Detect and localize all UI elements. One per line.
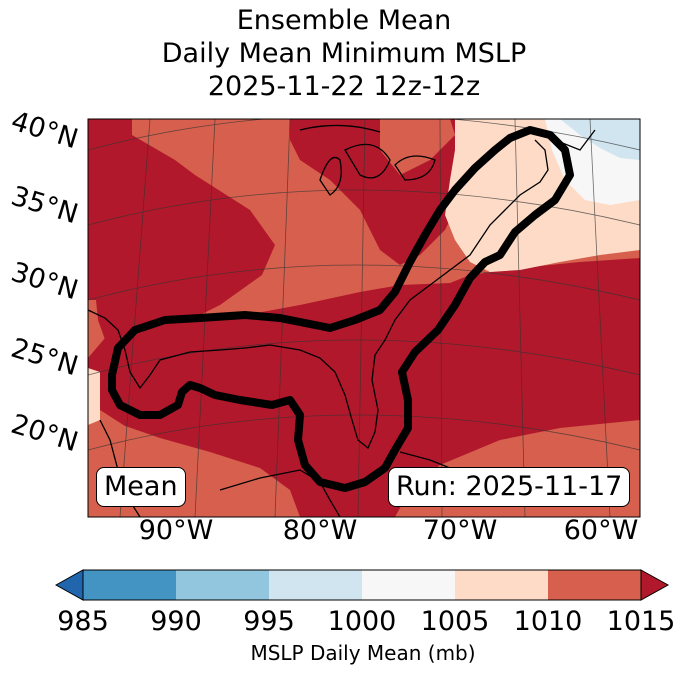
- coastlines: [88, 124, 596, 517]
- colorbar-segment-985-990: [83, 570, 176, 600]
- title-line-3: 2025-11-22 12z-12z: [207, 71, 481, 102]
- pressure-field-990-995: [560, 119, 640, 160]
- pressure-field-1010-1015-north: [290, 119, 460, 265]
- colorbar-label: MSLP Daily Mean (mb): [250, 641, 476, 665]
- colorbar: [54, 569, 670, 601]
- colorbar-tick-1005: 1005: [420, 606, 490, 637]
- colorbar-segment-995-1000: [269, 570, 362, 600]
- lon-label-80w: 80°W: [282, 515, 358, 546]
- mean-label: Mean: [96, 467, 186, 507]
- colorbar-segment-1005-1010: [455, 570, 548, 600]
- colorbar-tick-995: 995: [243, 606, 295, 637]
- title-line-2: Daily Mean Minimum MSLP: [161, 38, 527, 69]
- colorbar-segment-1000-1005: [362, 570, 455, 600]
- colorbar-over-extend: [640, 569, 670, 601]
- lon-label-70w: 70°W: [422, 515, 498, 546]
- probability-contour: [108, 126, 574, 492]
- colorbar-tick-1015: 1015: [606, 606, 676, 637]
- title-line-1: Ensemble Mean: [236, 5, 452, 36]
- run-label: Run: 2025-11-17: [388, 467, 631, 507]
- pressure-field-1010-1015-northwest: [88, 119, 275, 348]
- colorbar-tick-1010: 1010: [513, 606, 583, 637]
- colorbar-segment-990-995: [176, 570, 269, 600]
- lon-label-60w: 60°W: [563, 515, 639, 546]
- colorbar-tick-1000: 1000: [327, 606, 397, 637]
- colorbar-tick-990: 990: [150, 606, 202, 637]
- pressure-field-1010-1015-south: [88, 258, 640, 517]
- colorbar-segment-1010-1015: [548, 570, 641, 600]
- colorbar-under-extend: [54, 569, 84, 601]
- lon-label-90w: 90°W: [138, 515, 214, 546]
- colorbar-tick-985: 985: [57, 606, 109, 637]
- pressure-field-west-strip: [88, 368, 100, 425]
